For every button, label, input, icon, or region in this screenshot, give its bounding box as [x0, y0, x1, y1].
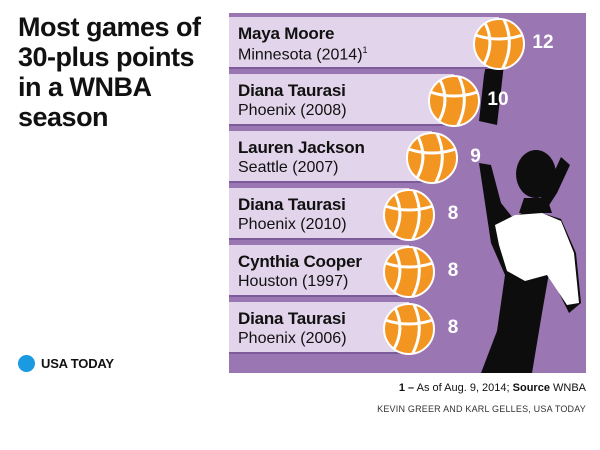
chart-rows: Maya Moore Minnesota (2014)1 12 Diana Taura… [229, 13, 586, 373]
team-season-text: Houston (1997) [238, 273, 349, 290]
footnote-text: As of Aug. 9, 2014; [414, 382, 513, 394]
team-season-text: Phoenix (2006) [238, 330, 347, 347]
chart-row: Maya Moore Minnesota (2014)1 12 [229, 17, 586, 70]
bar [229, 17, 499, 69]
games-count-label: 9 [470, 146, 481, 167]
brand-dot-icon [18, 355, 35, 372]
source-text: WNBA [549, 382, 586, 394]
player-name: Diana Taurasi [238, 81, 346, 100]
bar [229, 245, 409, 297]
footnote-marker: 1 – [398, 382, 415, 394]
chart-row: Cynthia Cooper Houston (1997) 8 [229, 245, 586, 298]
chart-row: Diana Taurasi Phoenix (2006) 8 [229, 302, 586, 355]
chart-title: Most games of 30-plus points in a WNBA s… [18, 12, 201, 132]
games-count-label: 8 [447, 203, 459, 224]
basketball-icon [382, 188, 436, 247]
brand-logo: USA TODAY [18, 355, 114, 372]
credit-line: KEVIN GREER AND KARL GELLES, USA TODAY [377, 404, 586, 414]
games-count-label: 10 [487, 89, 509, 110]
brand-name: USA TODAY [41, 356, 114, 371]
games-count-label: 8 [447, 317, 459, 338]
basketball-icon [472, 17, 526, 76]
chart-row: Diana Taurasi Phoenix (2010) 8 [229, 188, 586, 241]
chart-row: Lauren Jackson Seattle (2007) 9 [229, 131, 586, 184]
bar [229, 74, 454, 126]
basketball-icon [382, 302, 436, 361]
team-season: Phoenix (2010) [238, 216, 347, 234]
basketball-player-silhouette-icon [479, 33, 581, 373]
bar [229, 131, 432, 183]
chart-panel: Maya Moore Minnesota (2014)1 12 Diana Taura… [229, 13, 586, 373]
team-season: Houston (1997) [238, 273, 348, 291]
basketball-icon [405, 131, 459, 190]
chart-row: Diana Taurasi Phoenix (2008) 10 [229, 74, 586, 127]
bar [229, 302, 409, 354]
player-name: Cynthia Cooper [238, 252, 362, 271]
team-season-text: Phoenix (2008) [238, 102, 347, 119]
team-season-text: Minnesota (2014) [238, 46, 363, 64]
player-name: Lauren Jackson [238, 138, 365, 157]
team-season: Phoenix (2008) [238, 102, 347, 120]
basketball-icon [427, 74, 481, 133]
team-season-text: Seattle (2007) [238, 159, 339, 176]
games-count-label: 12 [532, 32, 554, 53]
basketball-icon [382, 245, 436, 304]
footnote: 1 – As of Aug. 9, 2014; Source WNBA [399, 382, 586, 394]
games-count-label: 8 [447, 260, 459, 281]
footnote-mark: 1 [362, 45, 368, 55]
player-name: Diana Taurasi [238, 309, 346, 328]
bar [229, 188, 409, 240]
team-season: Phoenix (2006) [238, 330, 347, 348]
team-season: Minnesota (2014)1 [238, 45, 368, 64]
player-name: Diana Taurasi [238, 195, 346, 214]
team-season: Seattle (2007) [238, 159, 339, 177]
team-season-text: Phoenix (2010) [238, 216, 347, 233]
source-label: Source [512, 382, 550, 394]
player-name: Maya Moore [238, 24, 335, 43]
